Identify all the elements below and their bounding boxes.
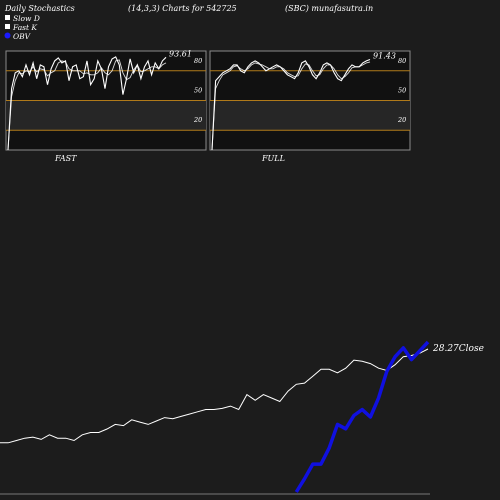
legend-swatch-obv [4, 32, 11, 39]
full-panel-label: FULL [261, 154, 285, 163]
fast-stochastic-panel: 80 50 20 93.61 [5, 49, 207, 151]
series-line-1 [211, 61, 371, 151]
level-tick-20: 20 [193, 116, 202, 124]
fast-panel-label: FAST [54, 154, 77, 163]
chart-title: Daily Stochastics [4, 4, 75, 13]
series-line-1 [7, 59, 167, 151]
legend-swatch-slow-d [5, 15, 10, 20]
level-tick-50: 50 [194, 87, 202, 95]
oversold-zone [6, 100, 206, 131]
legend-label-obv: OBV [13, 32, 32, 41]
legend-label-slow-d: Slow D [13, 14, 40, 23]
close-suffix: Close [459, 344, 484, 354]
chart-params: (14,3,3) Charts for 542725 [128, 4, 237, 13]
close-value-label: 28.27Close [432, 344, 484, 354]
level-tick-20: 20 [397, 116, 406, 124]
last-value-label: 91.43 [373, 51, 396, 60]
obv-line [294, 340, 430, 493]
legend-label-fast-k: Fast K [12, 23, 37, 32]
legend-swatch-fast-k [5, 24, 10, 29]
level-tick-80: 80 [398, 57, 406, 65]
chart-site: (SBC) munafasutra.in [285, 4, 373, 13]
legend: Slow D Fast K OBV [4, 14, 40, 41]
price-obv-panel [0, 340, 430, 495]
close-price-line [0, 348, 429, 444]
level-tick-50: 50 [398, 87, 406, 95]
full-stochastic-panel: 80 50 20 91.43 [209, 50, 411, 151]
oversold-zone [210, 100, 410, 131]
last-value-label: 93.61 [169, 49, 192, 58]
level-tick-80: 80 [194, 57, 202, 65]
close-value: 28.27 [432, 344, 459, 354]
